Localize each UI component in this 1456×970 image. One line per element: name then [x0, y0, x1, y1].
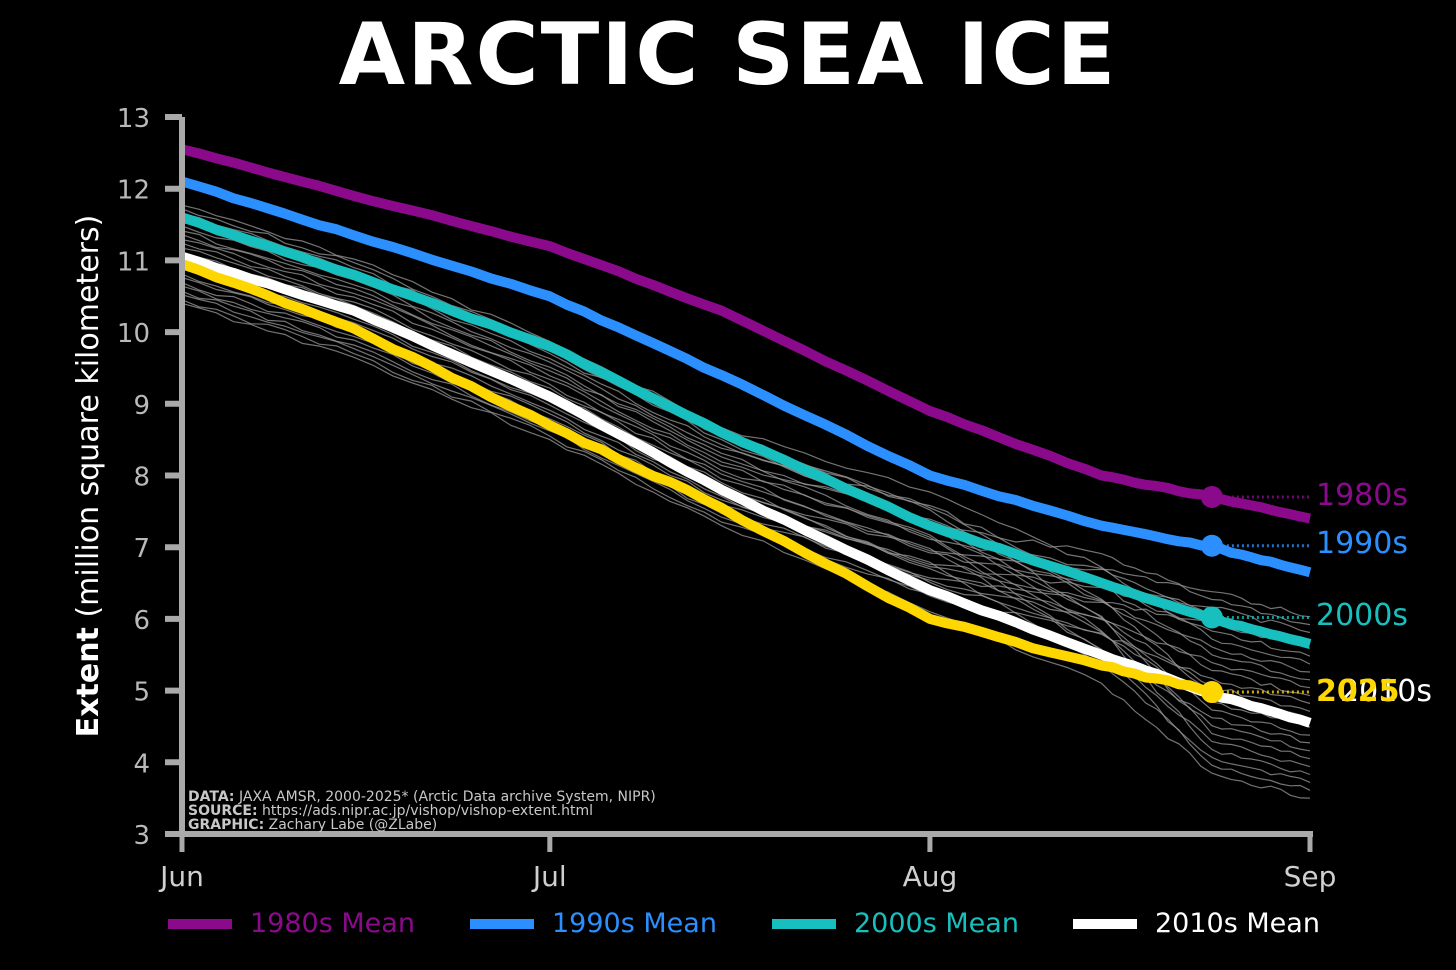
- legend-swatch-1980s: [168, 918, 232, 929]
- marker-dot: [1200, 486, 1223, 509]
- end-label-1990s: 1990s: [1316, 526, 1408, 561]
- legend-label: 2000s Mean: [854, 908, 1019, 939]
- end-label-2010s: 2010s: [1340, 674, 1432, 709]
- x-tick-label: Jul: [531, 860, 567, 893]
- credits: DATA: JAXA AMSR, 2000-2025* (Arctic Data…: [188, 789, 656, 833]
- series-line-1980s-mean: [180, 144, 1311, 524]
- legend-swatch-2010s: [1073, 918, 1137, 929]
- x-axis: Jun Jul Aug Sep: [158, 831, 1337, 893]
- y-tick-label: 12: [117, 176, 150, 206]
- legend-label: 2010s Mean: [1155, 908, 1320, 939]
- y-axis: 13 12 11 10 9 8 7 6 5 4 3: [117, 104, 185, 851]
- y-axis-label: Extent (million square kilometers): [71, 215, 106, 738]
- legend: 1980s Mean 1990s Mean 2000s Mean 2010s M…: [0, 908, 1456, 952]
- y-tick-label: 4: [133, 749, 150, 779]
- svg-text:SOURCE: https://ads.nipr.ac.jp: SOURCE: https://ads.nipr.ac.jp/vishop/vi…: [188, 803, 593, 819]
- y-tick-label: 13: [117, 104, 150, 134]
- series-line-2025: [180, 259, 1214, 697]
- marker-dot: [1200, 534, 1223, 557]
- y-tick-label: 7: [133, 534, 150, 564]
- legend-label: 1980s Mean: [250, 908, 415, 939]
- y-tick-label: 3: [133, 821, 150, 851]
- legend-item-2000s: 2000s Mean: [772, 908, 1019, 939]
- svg-text:DATA: JAXA AMSR, 2000-2025* (A: DATA: JAXA AMSR, 2000-2025* (Arctic Data…: [188, 789, 656, 805]
- marker-dot: [1200, 606, 1223, 629]
- x-tick-label: Aug: [903, 860, 958, 893]
- series-lines: [180, 144, 1312, 728]
- x-tick-label: Jun: [158, 860, 204, 893]
- series-line-2000s-mean: [180, 212, 1312, 649]
- svg-text:GRAPHIC: Zachary Labe (@ZLabe): GRAPHIC: Zachary Labe (@ZLabe): [188, 817, 437, 833]
- chart-title: ARCTIC SEA ICE: [338, 5, 1118, 105]
- marker-dots: [1200, 486, 1223, 704]
- y-tick-label: 8: [133, 463, 150, 493]
- end-label-2000s: 2000s: [1316, 598, 1408, 633]
- y-tick-label: 10: [117, 319, 150, 349]
- y-tick-label: 9: [133, 391, 150, 421]
- legend-item-2010s: 2010s Mean: [1073, 908, 1320, 939]
- marker-dotted-guides: [1211, 495, 1310, 694]
- legend-swatch-2000s: [772, 918, 836, 929]
- legend-swatch-1990s: [470, 918, 534, 929]
- legend-item-1990s: 1990s Mean: [470, 908, 717, 939]
- legend-item-1980s: 1980s Mean: [168, 908, 415, 939]
- legend-label: 1990s Mean: [552, 908, 717, 939]
- y-tick-label: 5: [133, 678, 150, 708]
- marker-dot: [1200, 681, 1223, 704]
- y-tick-label: 6: [133, 606, 150, 636]
- y-tick-label: 11: [117, 247, 150, 277]
- x-tick-label: Sep: [1284, 860, 1337, 893]
- end-label-1980s: 1980s: [1316, 478, 1408, 513]
- series-line-1990s-mean: [180, 176, 1312, 578]
- end-label-2025: 2025: [1316, 674, 1400, 709]
